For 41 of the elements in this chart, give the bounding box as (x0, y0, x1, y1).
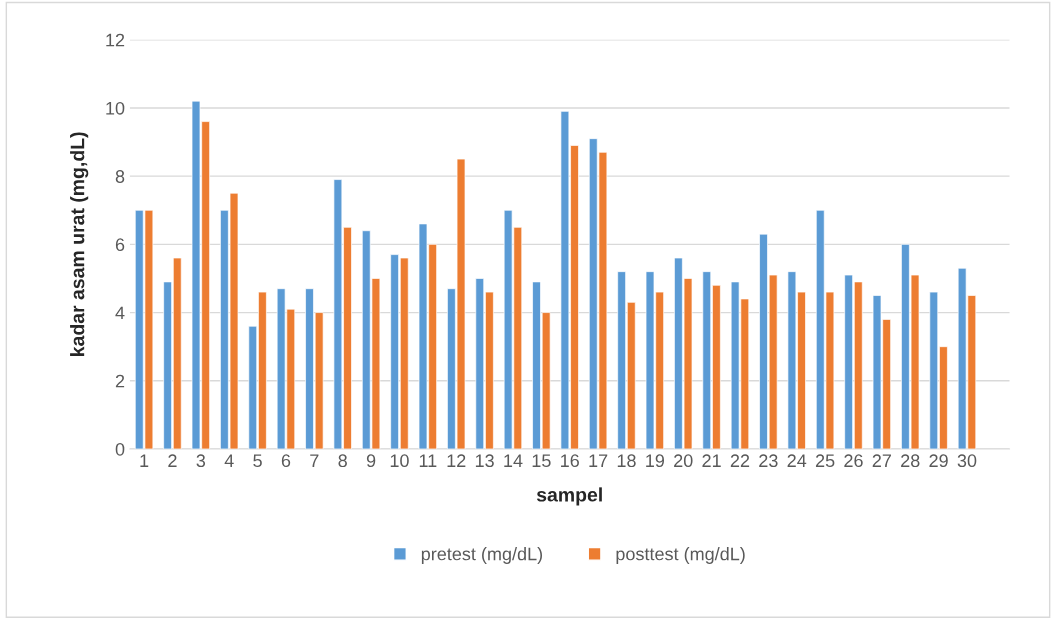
x-tick-label: 5 (253, 454, 262, 468)
legend-label: posttest (mg/dL) (616, 547, 745, 564)
x-tick-label: 1 (140, 454, 149, 467)
y-tick-label: 6 (115, 238, 125, 252)
x-tick-label: 29 (929, 454, 948, 468)
x-tick-label: 22 (730, 454, 750, 467)
x-tick-label: 3 (196, 454, 206, 468)
x-tick-label: 27 (872, 454, 891, 467)
x-tick-label: 28 (901, 454, 920, 468)
x-tick-label: 17 (589, 454, 608, 467)
x-tick-label: 26 (844, 454, 863, 468)
x-tick-label: 7 (310, 454, 319, 467)
y-tick-label: 2 (115, 374, 125, 388)
x-tick-label: 16 (561, 454, 579, 468)
y-tick-label: 10 (106, 101, 125, 115)
x-tick-label: 6 (281, 454, 291, 468)
legend-label: pretest (mg/dL) (421, 547, 543, 564)
x-tick-label: 18 (617, 454, 636, 468)
x-tick-label: 30 (957, 454, 977, 468)
x-tick-label: 21 (702, 454, 721, 467)
x-axis-title: sampel (536, 487, 602, 506)
x-tick-label: 13 (475, 454, 494, 468)
y-tick-label: 4 (115, 306, 125, 320)
y-tick-label: 8 (115, 170, 125, 183)
x-tick-label: 11 (419, 454, 437, 467)
x-tick-label: 24 (787, 454, 807, 467)
x-tick-label: 12 (447, 454, 466, 467)
y-axis-title: kadar asam urat (mg,dL) (70, 132, 89, 356)
x-tick-label: 15 (532, 454, 551, 468)
x-tick-label: 25 (815, 454, 835, 468)
x-tick-label: 23 (759, 454, 778, 468)
x-tick-label: 4 (224, 454, 234, 467)
x-tick-label: 9 (366, 454, 376, 468)
y-tick-label: 12 (106, 33, 125, 47)
x-tick-label: 8 (338, 454, 347, 468)
x-tick-label: 19 (646, 454, 665, 468)
x-tick-label: 20 (674, 454, 693, 468)
y-tick-label: 0 (115, 442, 125, 456)
x-tick-label: 10 (390, 454, 409, 468)
x-tick-label: 14 (504, 454, 523, 467)
x-tick-label: 2 (168, 454, 177, 467)
